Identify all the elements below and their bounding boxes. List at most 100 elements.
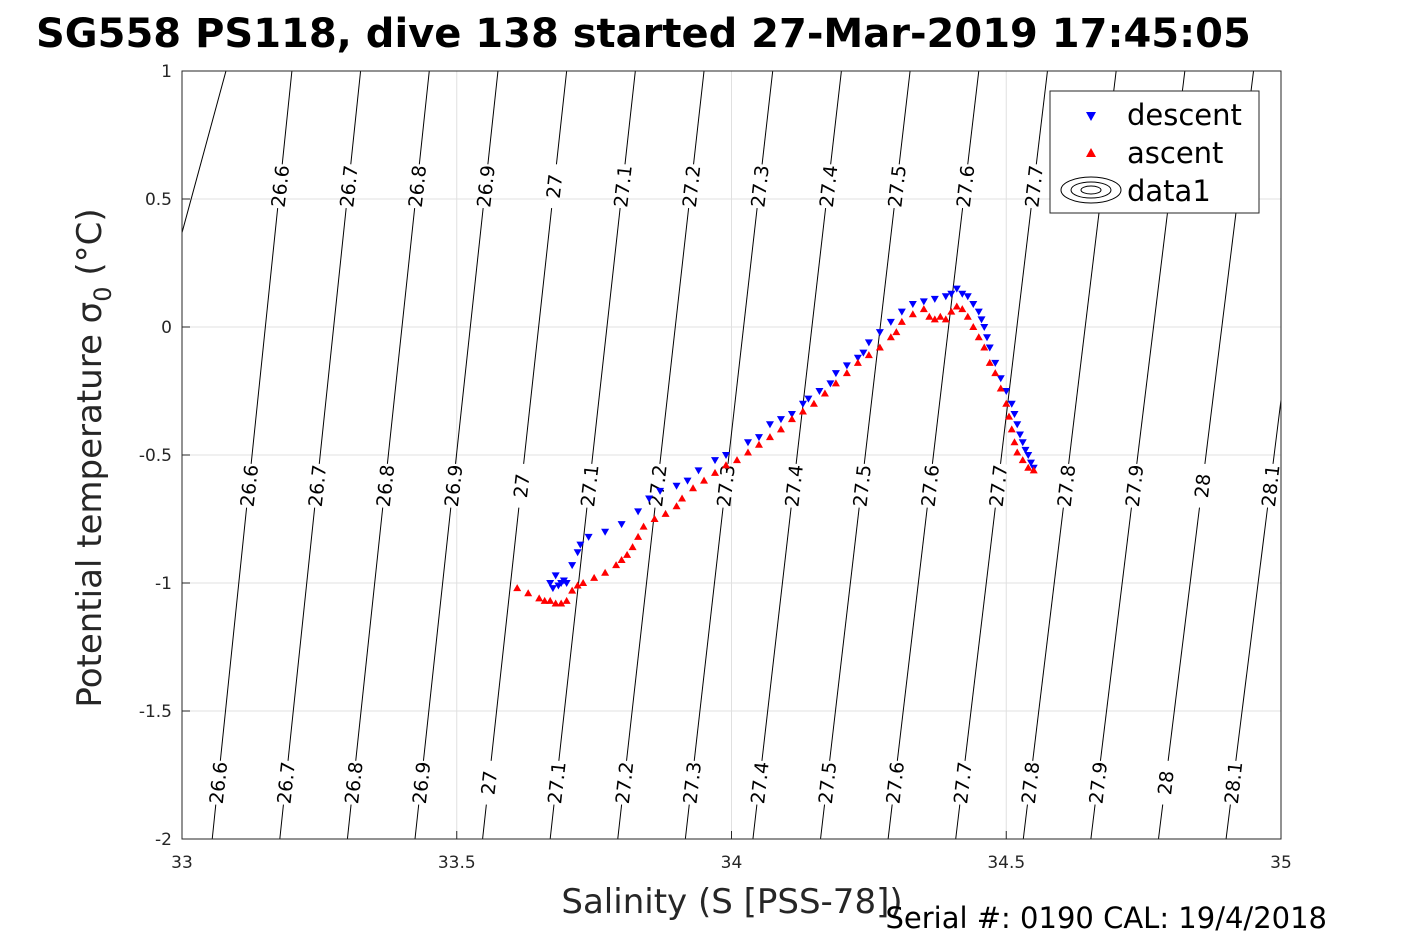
contour-label: 27.4	[747, 761, 774, 805]
contour-label-bg	[375, 463, 395, 509]
descent-point	[776, 416, 785, 424]
contour-label-bg	[682, 760, 702, 806]
contour-label: 27.5	[815, 761, 842, 805]
descent-point	[645, 495, 654, 503]
contour-label-bg	[818, 163, 838, 209]
ascent-point	[892, 328, 901, 336]
serial-cal-footer: Serial #: 0190 CAL: 19/4/2018	[885, 901, 1327, 935]
contour-label-bg	[1056, 463, 1076, 509]
contour-label-bg	[648, 463, 667, 509]
ascent-point	[732, 456, 741, 464]
legend-data1-label: data1	[1127, 174, 1211, 208]
y-tick-label: 0	[161, 318, 172, 338]
contour-label-bg	[579, 463, 599, 509]
ascent-point	[820, 389, 829, 397]
descent-point	[1018, 439, 1027, 447]
ascent-point	[650, 515, 659, 522]
descent-point	[952, 285, 961, 293]
contour-label-bg	[544, 163, 564, 209]
descent-point	[941, 293, 950, 301]
contour-label: 27.9	[1085, 761, 1112, 805]
descent-point	[1007, 400, 1016, 408]
ascent-point	[798, 407, 807, 415]
ascent-point	[672, 502, 681, 510]
ascent-point	[754, 440, 763, 448]
x-tick-label: 35	[1270, 853, 1292, 873]
descent-point	[897, 308, 906, 316]
ascent-point	[963, 312, 972, 320]
descent-point	[831, 370, 840, 378]
ascent-point	[573, 581, 582, 589]
contour-label-bg	[1088, 760, 1108, 806]
descent-point	[573, 549, 582, 557]
contour-label: 27.7	[950, 761, 977, 805]
contour-label-bg	[443, 463, 463, 509]
ascent-point	[936, 312, 945, 320]
contour-labels: 26.6 26.7 26.8 26.9 27 27.1 27.2 27.3 27.4 27.5 27…	[206, 163, 1285, 806]
ascent-point	[590, 573, 599, 581]
x-tick-label: 34	[721, 853, 743, 873]
contour-label: 26.8	[341, 761, 368, 805]
descent-point	[548, 585, 557, 593]
contour-label-bg	[270, 163, 290, 209]
ascent-point	[743, 448, 752, 456]
descent-point	[919, 298, 928, 306]
y-tick-label: 0.5	[145, 190, 172, 210]
contour-label: 26.9	[441, 464, 468, 508]
ascent-point	[765, 433, 774, 441]
contour-line	[1225, 396, 1281, 839]
ascent-point	[639, 522, 648, 530]
contour-label: 27.2	[612, 761, 639, 805]
contour-label-bg	[239, 463, 259, 509]
ascent-point	[941, 315, 950, 323]
contour-label-bg	[953, 760, 972, 806]
descent-point	[601, 528, 610, 536]
descent-point	[974, 308, 983, 316]
descent-point	[908, 300, 917, 308]
contour-label-bg	[920, 463, 940, 509]
ascent-point	[579, 579, 588, 586]
ascent-point	[776, 425, 785, 433]
contour-label: 26.9	[473, 164, 500, 208]
ascent-point	[722, 461, 731, 469]
ascent-point	[568, 586, 577, 594]
descent-point	[743, 439, 752, 447]
ascent-point	[1024, 463, 1033, 471]
ascent-point	[831, 379, 840, 387]
ascent-point	[540, 596, 549, 604]
contour-label: 27.7	[1021, 164, 1048, 208]
contour-label-bg	[988, 463, 1008, 509]
ascent-point	[897, 317, 906, 325]
ascent-point	[952, 302, 961, 310]
contour-label: 27	[543, 173, 568, 199]
contour-label: 27.4	[816, 164, 843, 208]
ascent-point	[513, 584, 522, 592]
contour-label-bg	[547, 760, 566, 806]
contour-label-bg	[411, 760, 431, 806]
contour-label-bg	[1024, 163, 1044, 209]
contour-label-bg	[614, 760, 634, 806]
ascent-point	[996, 384, 1005, 392]
descent-point	[853, 354, 862, 362]
descent-point	[1002, 388, 1011, 395]
contour-label-bg	[613, 163, 632, 209]
ascent-point	[711, 468, 720, 476]
ascent-point	[557, 599, 566, 607]
ascent-point	[958, 305, 967, 313]
descent-point	[947, 290, 956, 298]
x-tick-label: 33	[171, 853, 193, 873]
contour-label-bg	[1020, 760, 1040, 806]
contour-label: 27.5	[884, 164, 911, 208]
legend-ascent-marker	[1086, 148, 1096, 157]
contour-label: 26.7	[336, 164, 363, 208]
ascent-point	[864, 351, 873, 359]
ascent-point	[678, 494, 687, 502]
contour-label: 27.4	[781, 464, 808, 508]
contour-label-bg	[750, 163, 769, 209]
descent-point	[546, 580, 555, 587]
contour-label: 28	[1154, 770, 1179, 796]
contour-label: 26.6	[237, 464, 264, 508]
y-axis-label-unit: (°C)	[70, 208, 110, 286]
ascent-point	[908, 310, 917, 318]
descent-point	[977, 316, 986, 324]
